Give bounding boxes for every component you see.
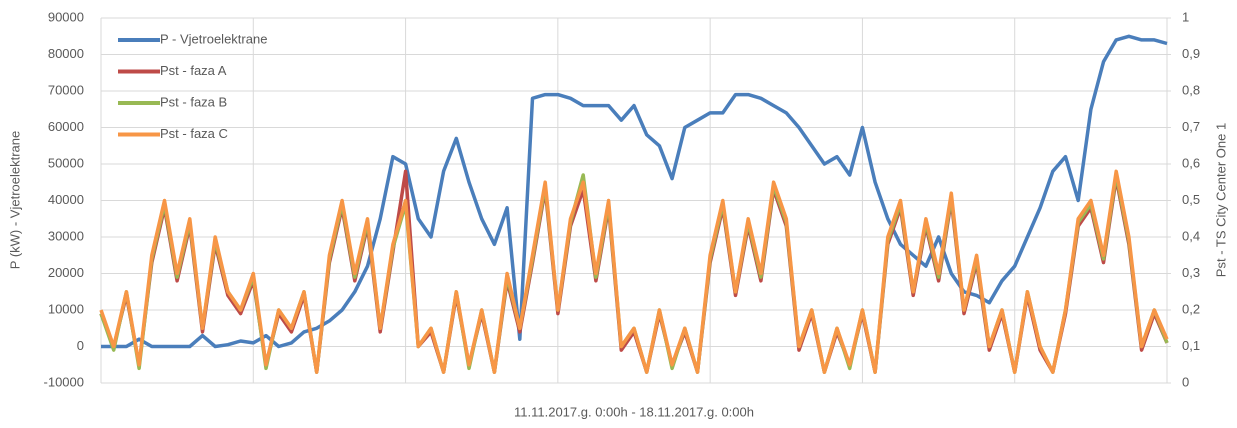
series-line bbox=[99, 169, 1169, 374]
y2-tick-label: 1 bbox=[1182, 9, 1189, 24]
y2-tick-label: 0 bbox=[1182, 374, 1189, 389]
y-tick-label: 30000 bbox=[48, 228, 84, 243]
y-tick-label: 10000 bbox=[48, 301, 84, 316]
legend-label: Pst - faza A bbox=[160, 63, 227, 78]
y2-tick-label: 0,2 bbox=[1182, 301, 1200, 316]
legend-label: Pst - faza C bbox=[160, 126, 228, 141]
series-line bbox=[101, 34, 1168, 349]
y-axis-label: P (kW) - Vjetroelektrane bbox=[7, 131, 22, 269]
y-tick-label: 20000 bbox=[48, 265, 84, 280]
y-tick-label: -10000 bbox=[44, 374, 84, 389]
x-axis-label: 11.11.2017.g. 0:00h - 18.11.2017.g. 0:00… bbox=[514, 404, 754, 419]
y2-tick-label: 0,8 bbox=[1182, 82, 1200, 97]
y-tick-label: 90000 bbox=[48, 9, 84, 24]
y2-tick-label: 0,1 bbox=[1182, 338, 1200, 353]
y2-tick-label: 0,3 bbox=[1182, 265, 1200, 280]
y-tick-label: 60000 bbox=[48, 119, 84, 134]
y2-tick-label: 0,9 bbox=[1182, 46, 1200, 61]
y-tick-label: 40000 bbox=[48, 192, 84, 207]
y2-tick-label: 0,6 bbox=[1182, 155, 1200, 170]
y-tick-label: 0 bbox=[77, 338, 84, 353]
legend-label: P - Vjetroelektrane bbox=[160, 31, 267, 46]
y-tick-label: 70000 bbox=[48, 82, 84, 97]
y-tick-label: 50000 bbox=[48, 155, 84, 170]
y2-axis-label: Pst - TS City Center One 1 bbox=[1213, 123, 1228, 277]
y2-tick-label: 0,4 bbox=[1182, 228, 1200, 243]
y2-tick-label: 0,7 bbox=[1182, 119, 1200, 134]
y2-tick-label: 0,5 bbox=[1182, 192, 1200, 207]
y-tick-label: 80000 bbox=[48, 46, 84, 61]
legend-label: Pst - faza B bbox=[160, 94, 227, 109]
